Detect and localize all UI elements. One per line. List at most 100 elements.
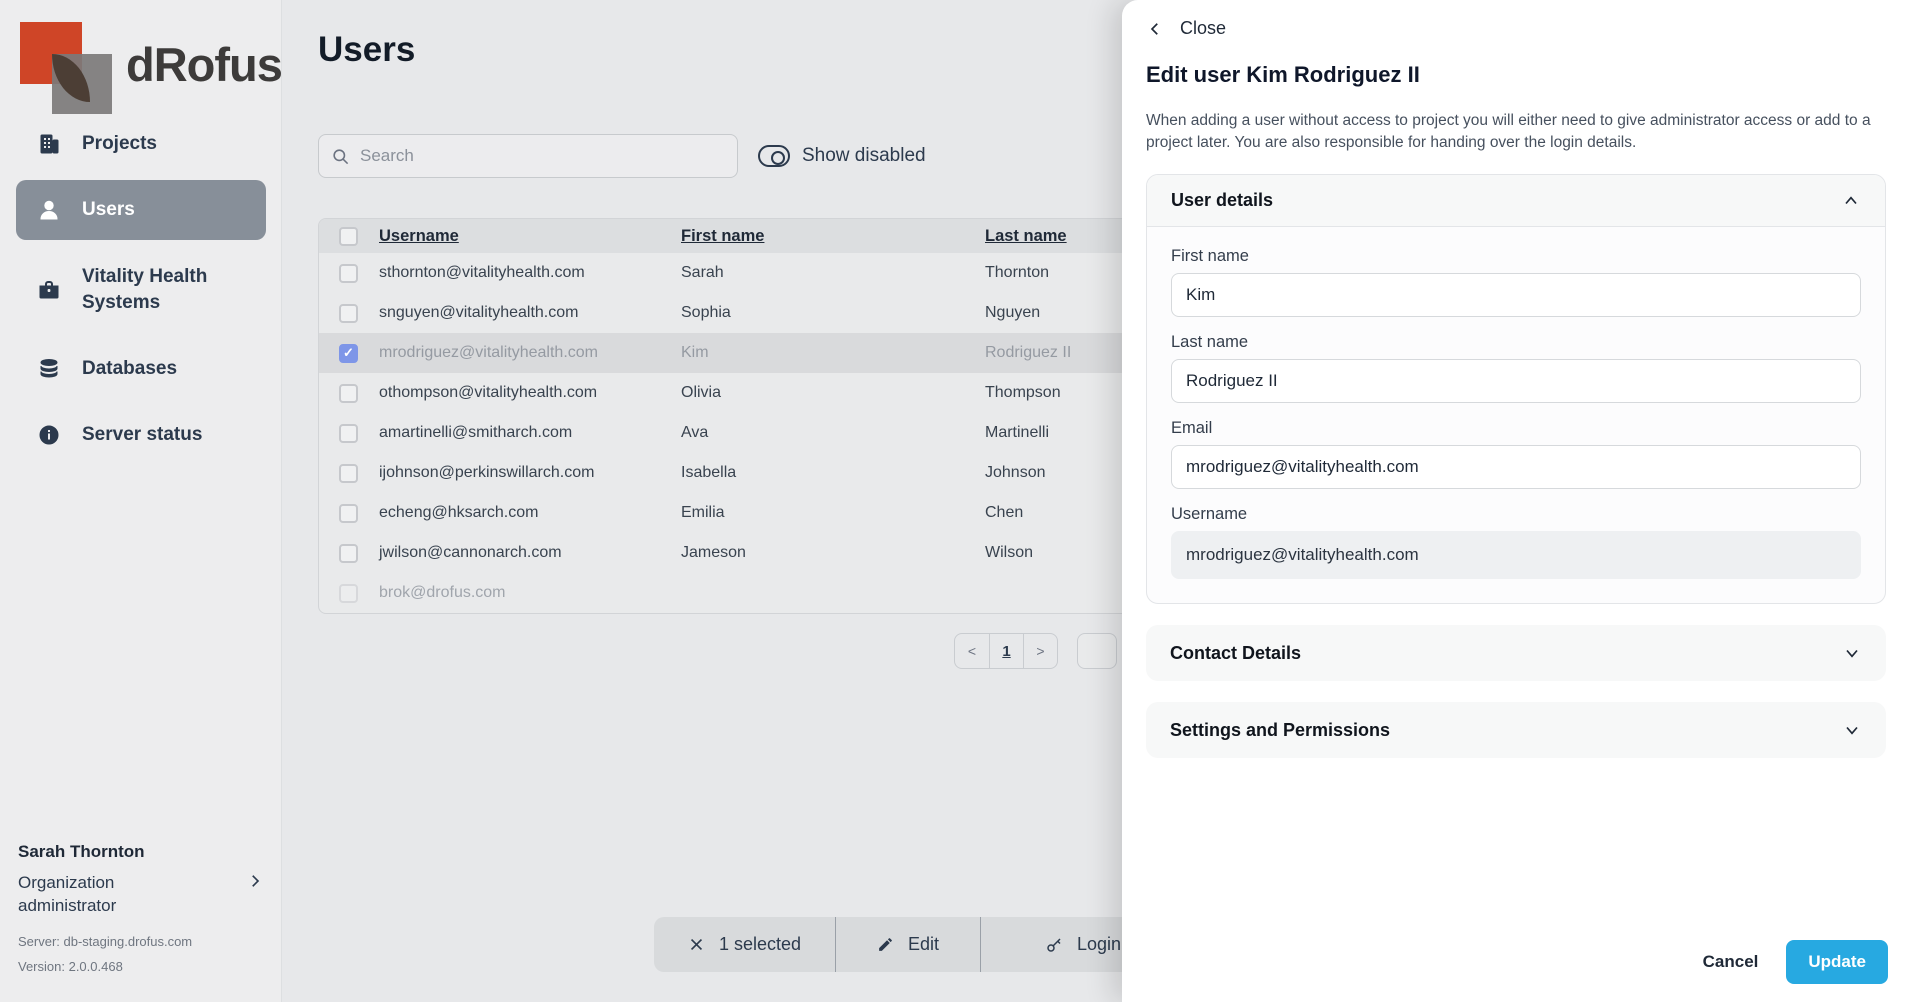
panel-description: When adding a user without access to pro… (1146, 112, 1871, 151)
sidebar-item-label: Server status (82, 424, 203, 446)
select-all-checkbox[interactable] (339, 226, 358, 246)
cell-first-name: Ava (681, 424, 709, 441)
table-row[interactable]: jwilson@cannonarch.com Jameson Wilson (319, 533, 1877, 573)
pagination: < 1 > (954, 633, 1058, 669)
edit-user-panel: Close Edit user Kim Rodriguez II When ad… (1122, 0, 1912, 1002)
search-box (318, 134, 738, 178)
cell-last-name: Chen (985, 504, 1024, 521)
cell-first-name: Sophia (681, 304, 731, 321)
cell-username: amartinelli@smitharch.com (379, 424, 573, 441)
cancel-button[interactable]: Cancel (1702, 952, 1759, 971)
selected-count-label: 1 selected (718, 934, 802, 954)
sidebar-item-databases[interactable]: Databases (0, 343, 282, 395)
select-all-cell (319, 226, 379, 246)
sidebar-item-server-status[interactable]: Server status (0, 409, 282, 461)
cell-first-name: Isabella (681, 464, 737, 481)
table-row[interactable]: echeng@hksarch.com Emilia Chen (319, 493, 1877, 533)
cell-username: echeng@hksarch.com (379, 504, 539, 521)
chevron-down-icon (1842, 720, 1862, 740)
cell-first-name: Sarah (681, 264, 724, 281)
email-field[interactable] (1171, 445, 1861, 489)
current-user-role: Organization administrator (18, 873, 117, 916)
update-button[interactable]: Update (1786, 940, 1888, 984)
cell-last-name: Rodriguez II (985, 344, 1072, 361)
clear-selection-button[interactable]: 1 selected (654, 917, 835, 972)
cell-username: snguyen@vitalityhealth.com (379, 304, 579, 321)
row-checkbox[interactable] (339, 383, 358, 403)
sidebar-item-organization[interactable]: Vitality Health Systems (0, 250, 282, 329)
user-icon (36, 198, 62, 222)
search-icon (331, 147, 350, 166)
panel-title: Edit user Kim Rodriguez II (1146, 62, 1420, 87)
cell-last-name: Thompson (985, 384, 1061, 401)
contact-details-accordion[interactable]: Contact Details (1146, 625, 1886, 681)
cell-last-name: Martinelli (985, 424, 1050, 441)
row-checkbox[interactable]: ✓ (339, 343, 358, 363)
table-row[interactable]: othompson@vitalityhealth.com Olivia Thom… (319, 373, 1877, 413)
row-checkbox[interactable] (339, 263, 358, 283)
row-checkbox[interactable] (339, 463, 358, 483)
row-checkbox[interactable] (339, 303, 358, 323)
drofus-logo[interactable]: dRofus (20, 18, 283, 114)
cell-last-name: Johnson (985, 464, 1046, 481)
sidebar-footer: Sarah Thornton Organization administrato… (18, 842, 264, 974)
row-checkbox[interactable] (339, 583, 358, 603)
table-row[interactable]: sthornton@vitalityhealth.com Sarah Thorn… (319, 253, 1877, 293)
column-header-username[interactable]: Username (379, 226, 459, 245)
page-size-select[interactable] (1077, 633, 1117, 669)
cell-last-name: Wilson (985, 544, 1034, 561)
column-header-first-name[interactable]: First name (681, 226, 765, 245)
show-disabled-toggle[interactable]: Show disabled (758, 134, 926, 178)
panel-footer: Cancel Update (1703, 940, 1888, 984)
chevron-right-icon (246, 872, 264, 890)
table-row[interactable]: amartinelli@smitharch.com Ava Martinelli (319, 413, 1877, 453)
table-row[interactable]: snguyen@vitalityhealth.com Sophia Nguyen (319, 293, 1877, 333)
next-page-button[interactable]: > (1023, 634, 1057, 668)
version-info: Version: 2.0.0.468 (18, 959, 123, 974)
contact-details-title: Contact Details (1170, 642, 1302, 663)
chevron-left-icon (1146, 20, 1164, 38)
server-info: Server: db-staging.drofus.com (18, 934, 193, 949)
first-name-field[interactable] (1171, 273, 1861, 317)
user-details-title: User details (1171, 190, 1274, 210)
search-input[interactable] (360, 146, 725, 166)
toggle-off-icon (758, 145, 790, 167)
cell-username: mrodriguez@vitalityhealth.com (379, 344, 598, 361)
brand-name: dRofus (126, 37, 283, 91)
sidebar-item-projects[interactable]: Projects (0, 118, 282, 170)
settings-permissions-accordion[interactable]: Settings and Permissions (1146, 702, 1886, 758)
sidebar-item-label: Vitality Health Systems (82, 266, 208, 313)
last-name-field[interactable] (1171, 359, 1861, 403)
sidebar-item-label: Projects (82, 133, 157, 154)
cell-username: othompson@vitalityhealth.com (379, 384, 598, 401)
cell-first-name: Emilia (681, 504, 725, 521)
table-row[interactable]: brok@drofus.com (319, 573, 1877, 613)
page-title: Users (318, 30, 416, 69)
account-menu[interactable]: Organization administrator (18, 872, 264, 918)
close-panel-button[interactable]: Close (1146, 18, 1226, 39)
row-checkbox[interactable] (339, 423, 358, 443)
cell-username: jwilson@cannonarch.com (379, 544, 562, 561)
prev-page-button[interactable]: < (967, 643, 977, 659)
row-checkbox[interactable] (339, 543, 358, 563)
page-number-button[interactable]: 1 (989, 634, 1023, 668)
sidebar-item-label: Databases (82, 358, 178, 380)
user-details-header[interactable]: User details (1147, 175, 1885, 227)
column-header-last-name[interactable]: Last name (985, 226, 1067, 245)
edit-label: Edit (907, 934, 940, 954)
table-row[interactable]: ijohnson@perkinswillarch.com Isabella Jo… (319, 453, 1877, 493)
edit-button[interactable]: Edit (835, 917, 980, 972)
building-icon (36, 132, 62, 156)
user-details-card: User details First name Last name Email (1146, 174, 1886, 604)
database-icon (36, 357, 62, 381)
sidebar: dRofus Projects (0, 0, 283, 1002)
briefcase-icon (36, 278, 62, 302)
cell-last-name: Nguyen (985, 304, 1041, 321)
sidebar-item-users[interactable]: Users (16, 180, 266, 240)
info-icon (36, 423, 62, 447)
cell-username: ijohnson@perkinswillarch.com (379, 464, 595, 481)
chevron-down-icon (1842, 643, 1862, 663)
row-checkbox[interactable] (339, 503, 358, 523)
sidebar-item-label: Users (82, 199, 135, 220)
cell-first-name: Kim (681, 344, 709, 361)
